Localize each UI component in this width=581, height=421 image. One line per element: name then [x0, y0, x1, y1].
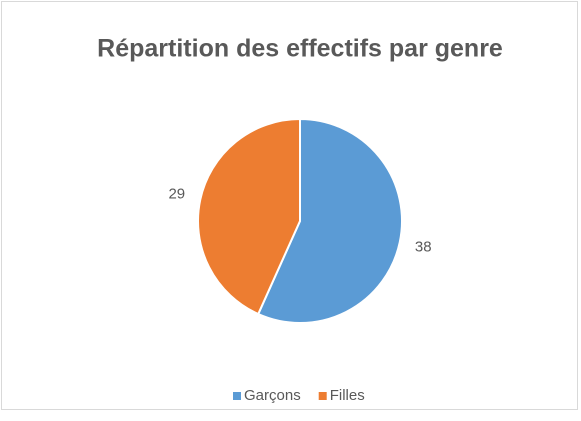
pie-slice [197, 117, 301, 316]
legend-swatch [233, 392, 241, 400]
legend-label: Garçons [244, 387, 301, 404]
data-label: 38 [415, 238, 432, 255]
chart-title: Répartition des effectifs par genre [97, 35, 503, 63]
data-label: 29 [168, 186, 185, 203]
legend-label: Filles [330, 387, 365, 404]
legend-swatch [318, 392, 327, 400]
pie-slice [256, 117, 403, 324]
